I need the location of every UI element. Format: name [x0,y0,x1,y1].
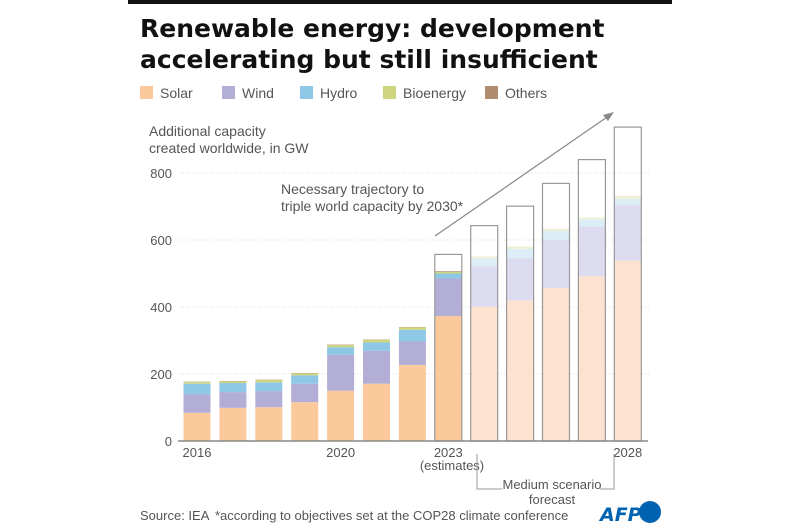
bar-solar-2028 [614,260,642,441]
bar-bioenergy-2026 [542,229,570,231]
bar-wind-2028 [614,205,642,261]
bar-solar-2024 [470,306,498,441]
y-tick-label: 600 [150,233,172,248]
bar-hydro-2023 [434,273,462,279]
bar-hydro-2024 [470,258,498,267]
bar-wind-2026 [542,239,570,288]
chart-title-line1: Renewable energy: development [140,14,605,43]
forecast-label-line1: Medium scenario [503,477,602,492]
bar-hydro-2022 [398,329,426,342]
bar-bioenergy-2024 [470,257,498,259]
y-tick-label: 400 [150,300,172,315]
arrow-head-icon [603,112,614,121]
svg-text:AFP: AFP [598,504,642,526]
bar-wind-2025 [506,258,534,301]
bar-solar-2026 [542,287,570,441]
bar-hydro-2018 [255,382,283,392]
legend: Solar Wind Hydro Bioenergy Others [140,85,547,101]
legend-swatch-others [485,86,498,99]
y-axis-label-line2: created worldwide, in GW [149,140,309,156]
bar-wind-2022 [398,341,426,365]
bar-solar-2020 [327,390,355,441]
bar-hydro-2016 [183,383,211,395]
y-tick-label: 200 [150,367,172,382]
bar-wind-2017 [219,392,247,408]
bar-wind-2019 [291,383,319,403]
estimates-note: (estimates) [420,458,484,473]
bar-wind-2021 [363,350,390,384]
bar-others-2023 [434,271,462,272]
x-tick-label-2020: 2020 [326,445,355,460]
legend-swatch-wind [222,86,235,99]
legend-swatch-solar [140,86,153,99]
y-axis-label-line1: Additional capacity [149,123,266,139]
bar-bioenergy-2019 [291,373,319,376]
axis-ticks: 0 200 400 600 800 2016 2020 2023 2028 [150,166,648,460]
bar-hydro-2020 [327,347,355,355]
bar-bioenergy-2023 [434,271,462,274]
bar-bioenergy-2016 [183,382,211,384]
bar-solar-2027 [578,276,606,441]
trajectory-arrow [434,114,611,237]
legend-swatch-hydro [300,86,313,99]
bar-solar-2016 [183,412,211,441]
bar-bioenergy-2028 [614,196,642,199]
bar-solar-2023 [434,316,462,441]
bar-hydro-2027 [578,219,606,227]
bar-solar-2022 [398,364,426,441]
legend-label-hydro: Hydro [320,85,358,101]
chart-title-line2: accelerating but still insufficient [140,45,598,74]
afp-logo: AFP [598,501,661,526]
bar-bioenergy-2017 [219,381,247,384]
bar-solar-2019 [291,402,319,441]
bar-bioenergy-2025 [506,247,534,249]
bar-wind-2018 [255,391,283,408]
bar-solar-2021 [363,383,390,441]
legend-swatch-bioenergy [383,86,396,99]
top-rule [128,0,672,4]
y-tick-label: 0 [165,434,172,449]
bar-wind-2027 [578,226,606,277]
forecast-label-line2: forecast [529,492,576,507]
forecast-bracket [476,454,615,490]
legend-label-others: Others [505,85,547,101]
trajectory-label-line2: triple world capacity by 2030* [281,198,464,214]
bar-solar-2025 [506,300,534,441]
bar-wind-2023 [434,278,462,317]
legend-label-bioenergy: Bioenergy [403,85,466,101]
x-tick-label-2028: 2028 [613,445,642,460]
bar-solar-2017 [219,407,247,441]
bars [183,126,642,442]
x-tick-label-2023: 2023 [434,445,463,460]
bar-solar-2018 [255,407,283,441]
bar-bioenergy-2027 [578,217,606,220]
bar-hydro-2021 [363,342,390,351]
bar-bioenergy-2021 [363,339,390,343]
bar-bioenergy-2018 [255,380,283,383]
bar-wind-2016 [183,394,211,413]
source: Source: IEA [140,508,210,523]
bar-hydro-2026 [542,230,570,240]
trajectory-label-line1: Necessary trajectory to [281,181,424,197]
bar-wind-2020 [327,354,355,391]
y-tick-label: 800 [150,166,172,181]
legend-label-wind: Wind [242,85,274,101]
x-tick-label-2016: 2016 [183,445,212,460]
bar-hydro-2025 [506,248,534,259]
bar-bioenergy-2020 [327,344,355,348]
bar-hydro-2028 [614,198,642,206]
bar-hydro-2017 [219,383,247,393]
legend-label-solar: Solar [160,85,193,101]
bar-hydro-2019 [291,375,319,384]
bar-wind-2024 [470,266,498,307]
footnote: *according to objectives set at the COP2… [215,508,568,523]
bar-bioenergy-2022 [398,327,426,330]
